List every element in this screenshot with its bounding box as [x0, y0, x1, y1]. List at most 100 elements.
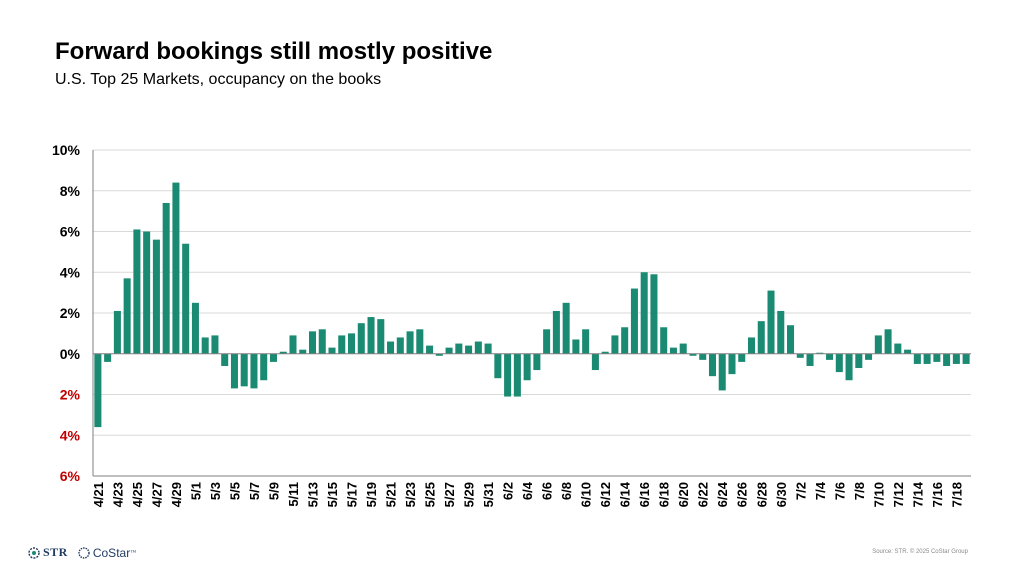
bar-7-16 — [933, 353, 941, 362]
bar-7-9 — [865, 353, 873, 360]
bar-5-13 — [308, 331, 317, 354]
bar-6-7 — [552, 310, 560, 354]
bar-5-15 — [328, 347, 336, 354]
bar-6-5 — [533, 353, 541, 371]
bar-7-2 — [796, 353, 804, 358]
x-tick-label: 5/25 — [423, 482, 438, 507]
bar-5-29 — [465, 345, 473, 354]
x-tick-label: 7/14 — [910, 481, 925, 507]
bar-6-1 — [494, 353, 502, 379]
x-tick-label: 5/1 — [188, 482, 203, 500]
costar-trademark: ™ — [130, 549, 137, 556]
bar-6-24 — [718, 353, 726, 391]
x-tick-label: 5/21 — [384, 482, 399, 507]
bar-6-12 — [601, 351, 609, 354]
bar-5-31 — [484, 343, 492, 354]
bar-7-7 — [845, 353, 853, 381]
str-logo-text: STR — [43, 545, 68, 559]
x-tick-label: 4/21 — [91, 482, 106, 507]
bar-5-14 — [318, 329, 326, 354]
x-tick-label: 6/12 — [598, 482, 613, 507]
x-tick-label: 6/24 — [715, 481, 730, 507]
x-tick-label: 7/10 — [871, 482, 886, 507]
y-tick-label: 6% — [60, 224, 81, 240]
x-tick-label: 4/23 — [110, 482, 125, 507]
bar-5-23 — [406, 331, 414, 354]
bar-6-9 — [572, 339, 580, 354]
bar-5-1 — [191, 302, 199, 354]
bar-6-8 — [562, 302, 570, 354]
bar-4-24 — [123, 278, 131, 354]
y-tick-label: 4% — [60, 264, 81, 280]
x-tick-label: 5/9 — [266, 482, 281, 500]
bar-7-4 — [816, 352, 824, 354]
bar-5-16 — [338, 335, 346, 354]
x-tick-label: 6/4 — [520, 481, 535, 500]
bar-5-18 — [357, 323, 365, 354]
x-tick-label: 7/12 — [891, 482, 906, 507]
bar-6-13 — [611, 335, 619, 354]
bar-5-12 — [299, 349, 307, 354]
str-logo: STR — [28, 545, 68, 560]
bar-7-17 — [943, 353, 951, 366]
str-logo-icon — [28, 546, 40, 559]
bar-5-21 — [387, 341, 395, 354]
bar-5-7 — [250, 353, 258, 389]
bar-7-8 — [855, 353, 863, 369]
bar-5-19 — [367, 317, 375, 354]
x-tick-label: 7/4 — [813, 481, 828, 500]
x-tick-label: 5/31 — [481, 482, 496, 507]
bar-6-14 — [621, 327, 629, 354]
x-tick-label: 5/15 — [325, 482, 340, 507]
bar-4-28 — [162, 202, 170, 354]
x-tick-label: 6/6 — [540, 482, 555, 500]
bar-4-27 — [152, 239, 160, 354]
y-tick-label: 0% — [60, 346, 81, 362]
bar-6-23 — [708, 353, 716, 377]
x-tick-label: 5/13 — [306, 482, 321, 507]
bar-4-25 — [133, 229, 141, 354]
bar-7-14 — [913, 353, 921, 364]
x-tick-label: 4/27 — [149, 482, 164, 507]
x-tick-labels: 4/21 4/23 4/25 4/27 4/29 5/1 5/3 5/5 5/7 5/9 5/11 5… — [91, 481, 964, 507]
bar-6-11 — [591, 353, 599, 371]
bar-5-30 — [474, 341, 482, 354]
costar-logo: CoStar ™ — [78, 546, 136, 560]
bar-7-3 — [806, 353, 814, 366]
bar-5-25 — [426, 345, 434, 354]
bar-6-25 — [728, 353, 736, 375]
bar-4-22 — [104, 353, 112, 362]
bar-6-29 — [767, 290, 775, 354]
x-tick-label: 6/16 — [637, 482, 652, 507]
bar-5-3 — [211, 335, 219, 354]
bar-5-11 — [289, 335, 297, 354]
bar-7-18 — [952, 353, 960, 364]
bar-4-23 — [113, 310, 121, 354]
bar-6-18 — [660, 327, 668, 354]
y-tick-label: 10% — [52, 142, 81, 158]
x-tick-label: 5/17 — [345, 482, 360, 507]
bar-7-12 — [894, 343, 902, 354]
bar-4-21 — [94, 353, 102, 428]
x-tick-label: 6/8 — [559, 482, 574, 500]
bar-6-4 — [523, 353, 531, 381]
x-tick-label: 6/20 — [676, 482, 691, 507]
bar-6-26 — [738, 353, 746, 362]
x-tick-label: 7/18 — [949, 482, 964, 507]
bar-6-19 — [669, 347, 677, 354]
costar-logo-text: CoStar — [92, 545, 131, 560]
y-tick-label: 2% — [60, 387, 81, 403]
bar-4-30 — [182, 243, 190, 354]
bar-7-1 — [787, 325, 795, 354]
y-tick-label: 4% — [60, 427, 81, 443]
bar-6-17 — [650, 274, 658, 354]
bar-5-6 — [240, 353, 248, 387]
bar-7-6 — [835, 353, 843, 373]
x-tick-label: 5/29 — [462, 482, 477, 507]
y-tick-label: 8% — [60, 183, 81, 199]
axes — [92, 150, 971, 477]
bar-4-26 — [143, 231, 151, 354]
bar-6-3 — [513, 353, 521, 397]
bar-7-11 — [884, 329, 892, 354]
